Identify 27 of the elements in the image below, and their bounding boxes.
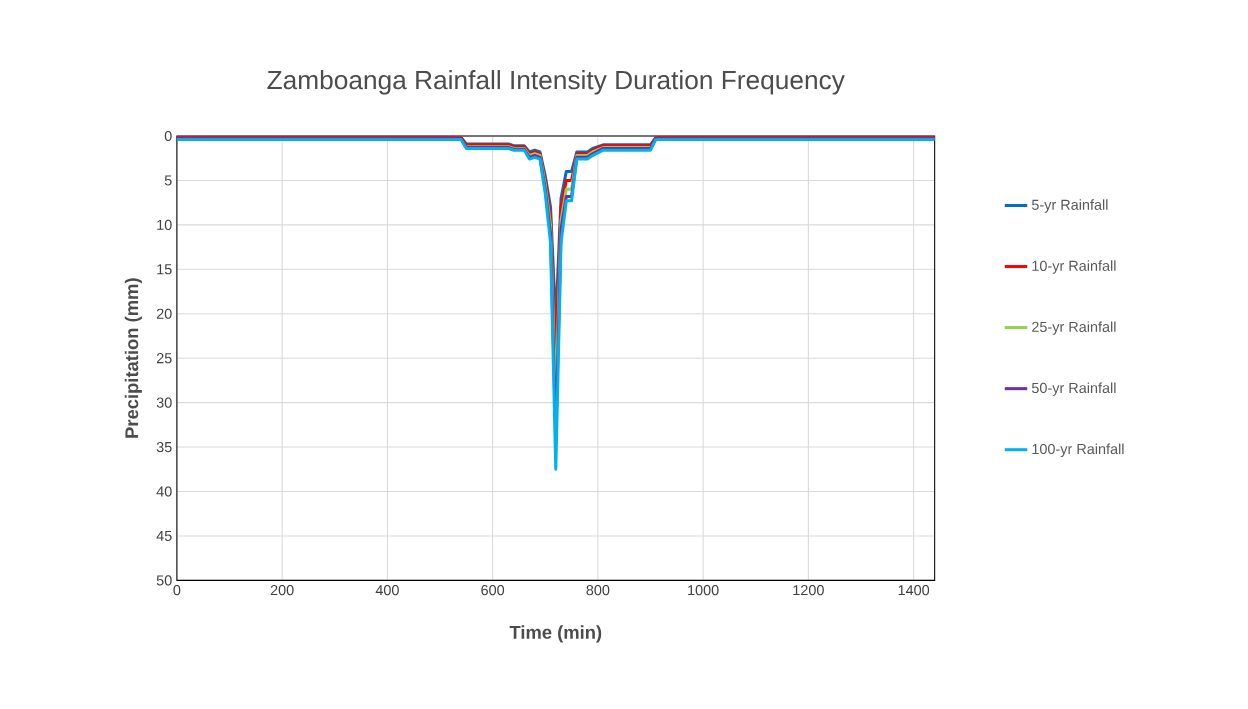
x-tick-label: 1400 <box>898 584 930 596</box>
x-tick-label: 800 <box>586 584 610 596</box>
y-tick-label: 0 <box>164 130 172 141</box>
y-tick-label: 40 <box>156 486 172 497</box>
legend-label: 100-yr Rainfall <box>1032 443 1124 457</box>
x-tick-label: 0 <box>173 584 181 596</box>
y-tick-label: 10 <box>157 219 172 230</box>
x-tick-label: 600 <box>481 584 505 596</box>
y-tick-label: 5 <box>164 175 172 186</box>
y-tick-label: 50 <box>156 575 172 586</box>
legend-label: 10-yr Rainfall <box>1032 260 1116 274</box>
y-tick-label: 30 <box>156 397 172 408</box>
legend-label: 50-yr Rainfall <box>1031 382 1116 396</box>
y-tick-label: 45 <box>156 530 172 541</box>
x-axis-title: Time (min) <box>509 625 602 643</box>
x-tick-label: 1000 <box>688 584 719 596</box>
y-axis-title: Precipitation (mm) <box>124 278 142 438</box>
y-tick-label: 35 <box>156 441 172 452</box>
y-tick-label: 15 <box>157 264 172 275</box>
y-tick-label: 20 <box>156 308 172 319</box>
y-tick-label: 25 <box>156 352 172 364</box>
x-tick-label: 200 <box>270 584 294 596</box>
x-tick-label: 1200 <box>793 584 824 596</box>
chart-title: Zamboanga Rainfall Intensity Duration Frequency <box>267 69 845 95</box>
x-tick-label: 400 <box>375 584 399 596</box>
legend-label: 5-yr Rainfall <box>1031 199 1108 213</box>
legend-label: 25-yr Rainfall <box>1032 321 1116 335</box>
